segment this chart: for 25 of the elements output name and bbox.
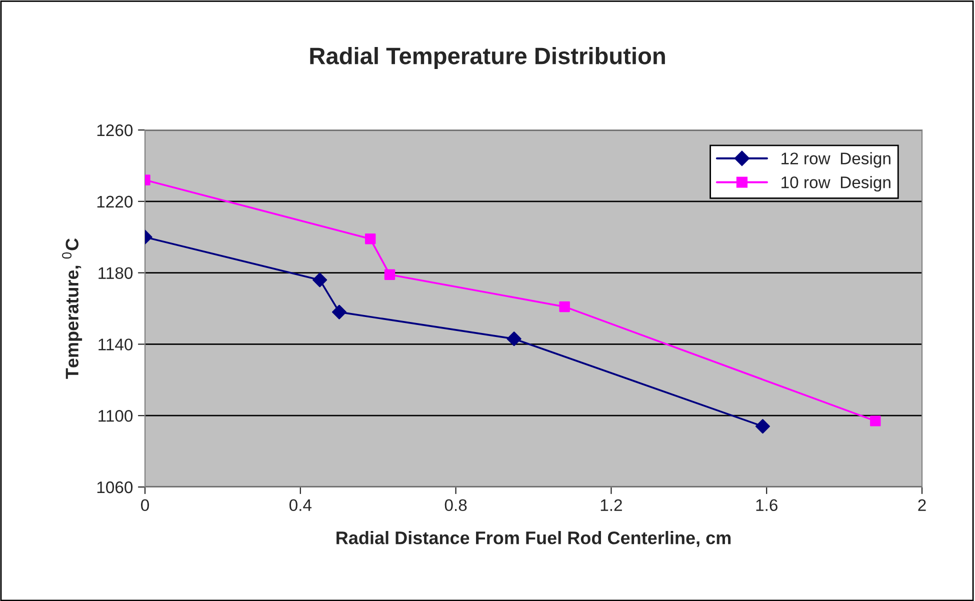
x-axis-title: Radial Distance From Fuel Rod Centerline, cm: [336, 531, 731, 547]
y-axis-title: Temperature, $^{0}$C: [62, 238, 82, 379]
point: [755, 419, 770, 434]
point: [559, 301, 570, 312]
point: [384, 269, 396, 280]
x-tick-label: 0.4: [289, 499, 312, 512]
legend-label: 12 row Design: [782, 152, 890, 168]
legend-label: 10 row Design: [782, 176, 890, 192]
x-tick-label: 1.6: [756, 499, 778, 512]
x-tick-label: 2: [918, 499, 926, 511]
y-tick-label: 1100: [98, 410, 133, 422]
chart-title: Radial Temperature Distribution: [310, 46, 665, 70]
point: [364, 234, 376, 244]
x-tick-label: 1.2: [600, 499, 622, 511]
y-tick-label: 1260: [97, 124, 133, 136]
y-tick-label: 1060: [97, 481, 133, 494]
x-tick-label: 0.8: [444, 499, 467, 512]
x-tick-label: 0: [141, 499, 149, 512]
point: [870, 416, 881, 426]
point: [332, 304, 347, 320]
point: [506, 332, 522, 346]
point: [312, 272, 328, 288]
y-tick-label: 1140: [98, 338, 133, 350]
y-tick-label: 1220: [97, 196, 133, 208]
y-tick-label: 1180: [98, 267, 133, 280]
